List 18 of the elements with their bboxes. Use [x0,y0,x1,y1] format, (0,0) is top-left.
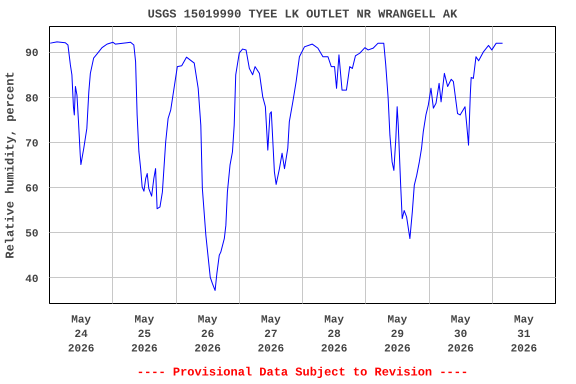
x-tick-label: May 24 2026 [68,314,94,356]
y-tick-label: 70 [25,138,38,150]
x-tick-label: May 26 2026 [194,314,221,356]
chart-title: USGS 15019990 TYEE LK OUTLET NR WRANGELL AK [148,8,458,22]
y-tick-label: 90 [25,48,38,60]
y-tick-label: 80 [25,93,38,106]
y-tick-label: 40 [25,274,38,286]
x-tick-label: May 25 2026 [131,314,158,356]
y-tick-label: 50 [25,228,38,241]
y-tick-label: 60 [25,184,38,196]
x-tick-label: May 29 2026 [384,314,411,356]
text: ---- Provisional Data Subject to Revision ---- [136,366,468,380]
x-tick-label: May 28 2026 [320,314,348,356]
x-tick-label: May 30 2026 [447,314,474,356]
x-tick-label: May 31 2026 [510,314,538,356]
y-axis-title: Relative humidity, percent [3,71,18,259]
line-series [50,41,504,291]
x-tick-label: May 27 2026 [258,314,284,356]
